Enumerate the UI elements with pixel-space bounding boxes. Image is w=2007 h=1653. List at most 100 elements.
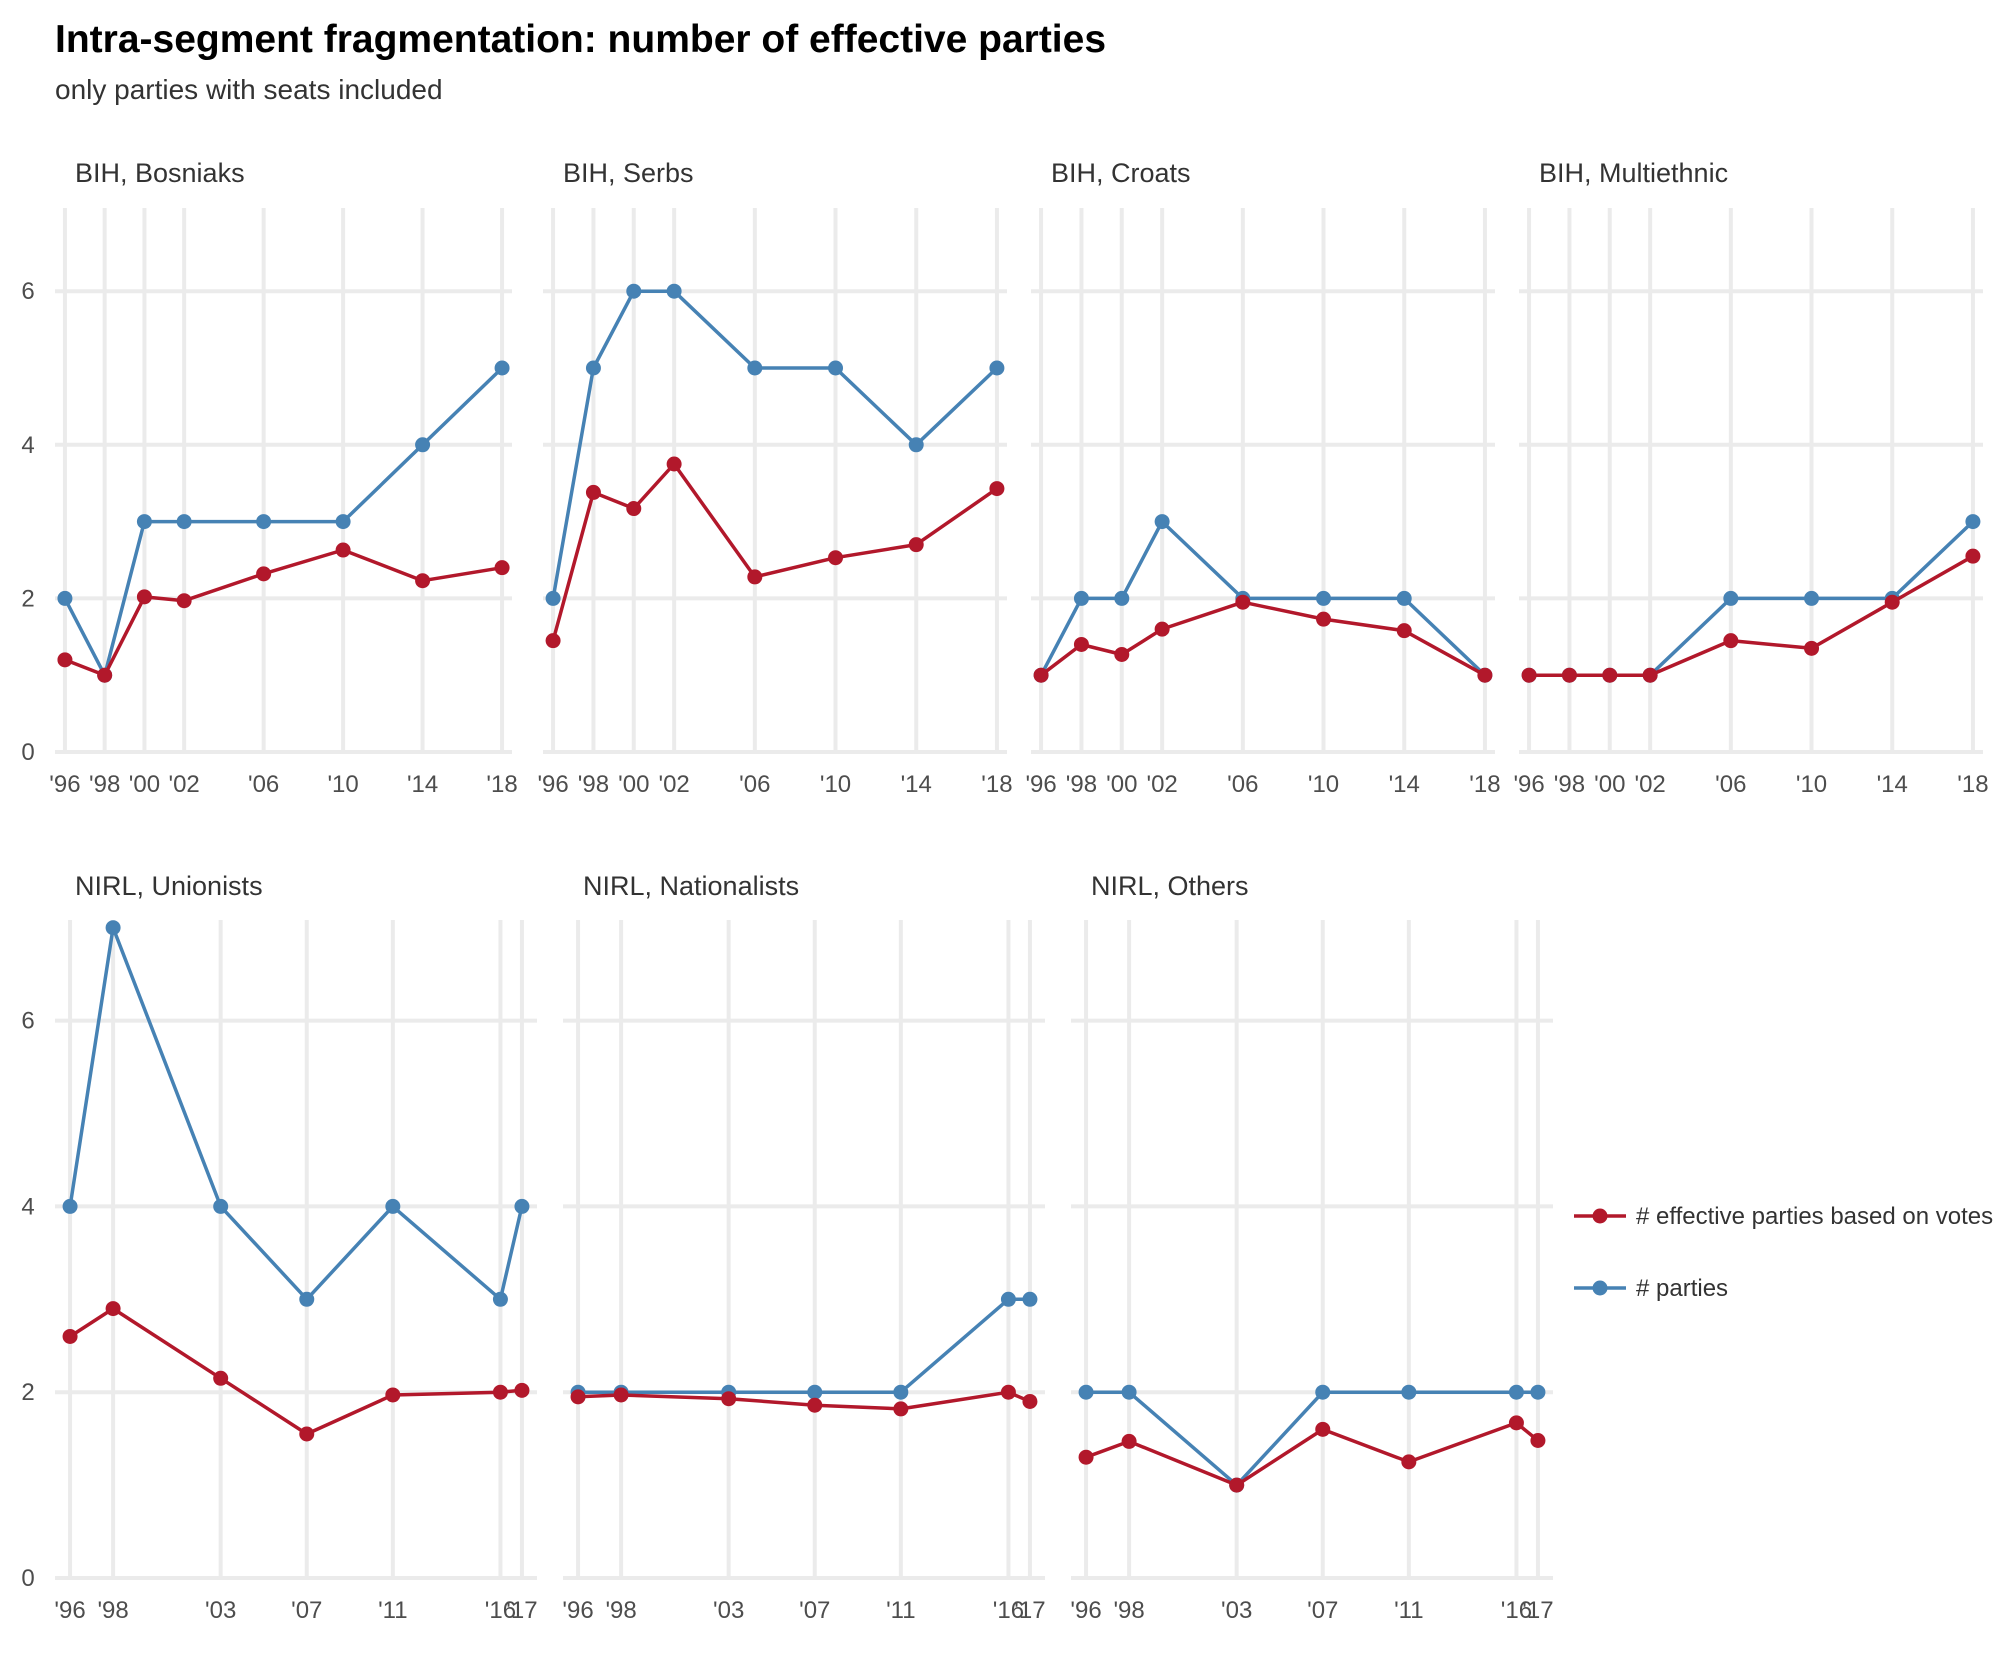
facet-panel: NIRL, Nationalists '96 '98 '03 '07 '11 '16'17 [562, 871, 1045, 1624]
facet-label: BIH, Multiethnic [1539, 158, 1728, 188]
x-tick-label: '03 [713, 1597, 744, 1624]
votes-point [494, 560, 510, 576]
legend-key-point [1592, 1208, 1608, 1224]
parties-point [908, 437, 924, 453]
y-tick-label: 2 [21, 585, 34, 612]
facet-panel: NIRL, Others '96 '98 '03 '07 '11 '16'17 [1070, 871, 1553, 1624]
parties-point [1316, 590, 1332, 606]
parties-point [494, 360, 510, 376]
votes-point [1521, 667, 1537, 683]
parties-point [335, 514, 351, 530]
y-tick-label: 0 [21, 1565, 34, 1592]
x-tick-label: '03 [205, 1597, 236, 1624]
votes-point [176, 593, 192, 609]
x-tick-label: '02 [658, 771, 689, 798]
facet-panel: BIH, Croats '96 '98 '00 '02 '06 '10 '14 '18 [1025, 158, 1500, 798]
votes-point [1154, 621, 1170, 637]
parties-point [1073, 590, 1089, 606]
x-tick-label: '10 [1796, 771, 1827, 798]
parties-point [1965, 514, 1981, 530]
votes-series-line [64, 548, 503, 677]
parties-point [514, 1198, 530, 1214]
parties-series-line [551, 289, 999, 599]
x-tick-label: '16 [485, 1597, 516, 1624]
votes-point [1965, 548, 1981, 564]
legend-item: # effective parties based on votes [1574, 1203, 1993, 1230]
y-tick-label: 4 [21, 432, 34, 459]
parties-point [585, 360, 601, 376]
parties-point [1022, 1291, 1038, 1307]
y-tick-label: 6 [21, 1008, 34, 1035]
parties-point [1078, 1384, 1094, 1400]
votes-point [1078, 1449, 1094, 1465]
parties-point [1154, 514, 1170, 530]
parties-point [213, 1198, 229, 1214]
parties-series-line [68, 925, 524, 1302]
x-tick-label: '00 [1106, 771, 1137, 798]
x-tick-label: '18 [486, 771, 517, 798]
facet-label: NIRL, Nationalists [583, 871, 799, 901]
x-tick-label: '17 [1014, 1597, 1045, 1624]
x-tick-label: '16 [1501, 1597, 1532, 1624]
parties-point [385, 1198, 401, 1214]
votes-point [545, 633, 561, 649]
parties-point [57, 590, 73, 606]
votes-point [1022, 1393, 1038, 1409]
votes-point [57, 652, 73, 668]
x-tick-label: '11 [1394, 1597, 1424, 1624]
votes-series-line [69, 1306, 523, 1436]
x-tick-label: '06 [739, 771, 770, 798]
votes-point [585, 484, 601, 500]
votes-point [570, 1389, 586, 1405]
parties-point [1396, 590, 1412, 606]
parties-point [989, 360, 1005, 376]
votes-point [626, 501, 642, 517]
y-tick-label: 2 [21, 1379, 34, 1406]
votes-point [213, 1370, 229, 1386]
x-tick-label: '06 [248, 771, 279, 798]
x-tick-label: '02 [1146, 771, 1177, 798]
x-tick-label: '98 [97, 1597, 128, 1624]
x-tick-label: '03 [1221, 1597, 1252, 1624]
parties-series-line [578, 1297, 1030, 1394]
votes-point [335, 542, 351, 558]
parties-point [1401, 1384, 1417, 1400]
x-tick-label: '11 [886, 1597, 916, 1624]
x-tick-label: '14 [1877, 771, 1908, 798]
parties-point [176, 514, 192, 530]
parties-point [299, 1291, 315, 1307]
facet-panel: BIH, Bosniaks '96 '98 '00 '02 '06 '10 '14 '18 [49, 158, 517, 798]
votes-point [1804, 640, 1820, 656]
x-tick-label: '98 [578, 771, 609, 798]
x-tick-label: '00 [618, 771, 649, 798]
x-tick-label: '98 [1113, 1597, 1144, 1624]
parties-point [62, 1198, 78, 1214]
votes-point [721, 1391, 737, 1407]
votes-point [256, 566, 272, 582]
facet-label: NIRL, Others [1091, 871, 1249, 901]
votes-point [1561, 667, 1577, 683]
x-tick-label: '11 [378, 1597, 408, 1624]
parties-point [105, 920, 121, 936]
votes-point [1235, 594, 1251, 610]
legend-item: # parties [1574, 1275, 1728, 1302]
facet-label: BIH, Croats [1051, 158, 1191, 188]
votes-point [1723, 633, 1739, 649]
x-tick-label: '96 [537, 771, 568, 798]
parties-point [807, 1384, 823, 1400]
x-tick-label: '98 [1066, 771, 1097, 798]
legend-key-point [1592, 1280, 1608, 1296]
votes-point [136, 589, 152, 605]
x-tick-label: '18 [1957, 771, 1988, 798]
votes-point [1508, 1415, 1524, 1431]
x-tick-label: '96 [49, 771, 80, 798]
facet-label: BIH, Serbs [563, 158, 694, 188]
votes-point [807, 1397, 823, 1413]
votes-point [514, 1382, 530, 1398]
y-axis-row-1: 0 2 4 6 [21, 278, 34, 766]
x-tick-label: '00 [129, 771, 160, 798]
votes-series-line [551, 462, 998, 642]
votes-point [1073, 636, 1089, 652]
votes-point [1114, 646, 1130, 662]
votes-point [492, 1384, 508, 1400]
